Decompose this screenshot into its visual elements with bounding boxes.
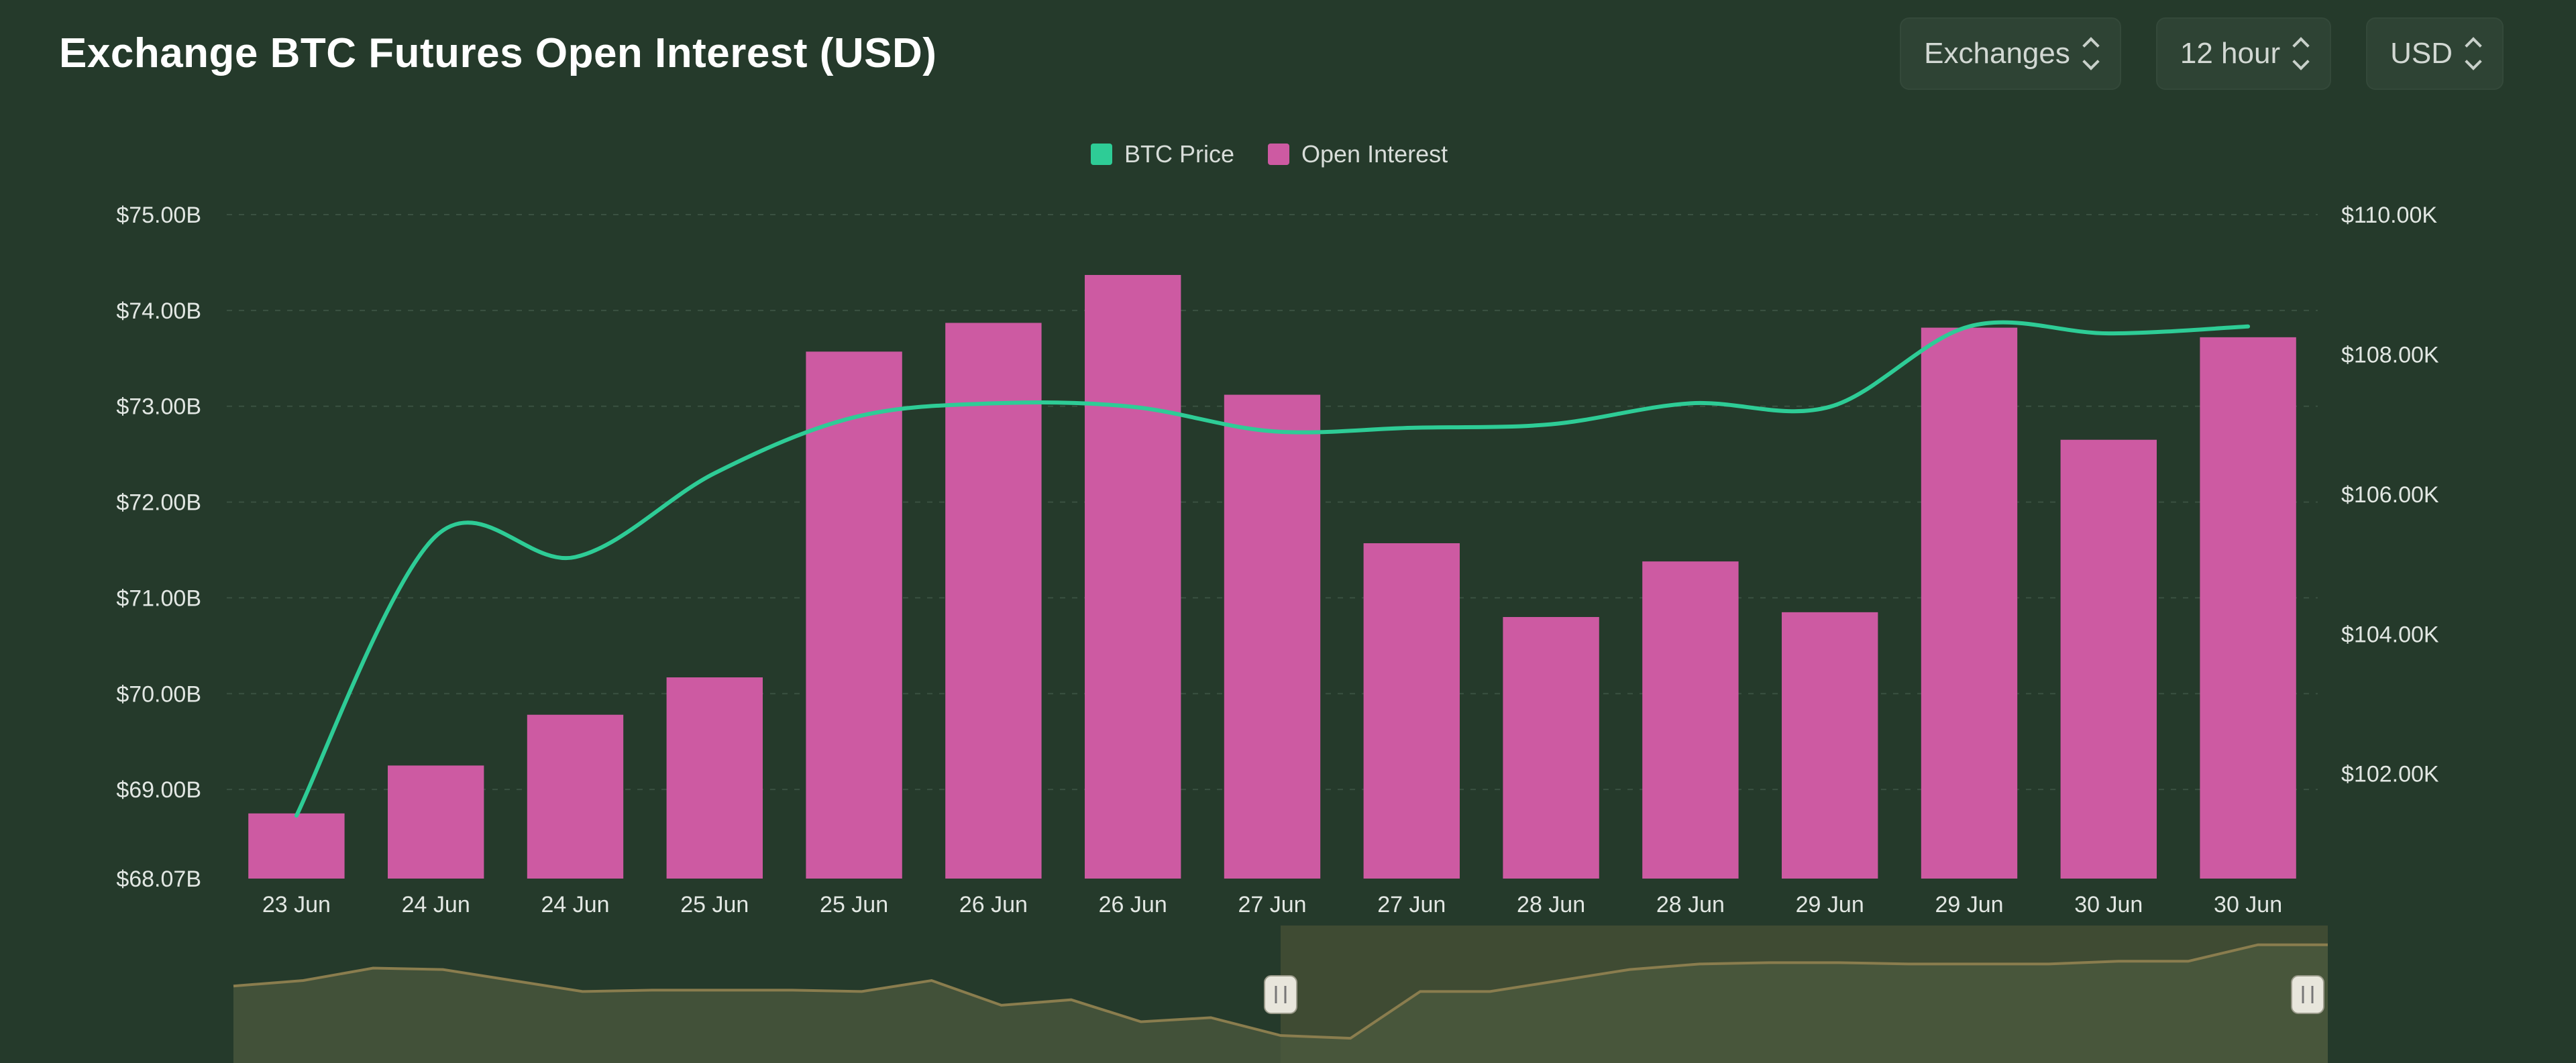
open-interest-bar[interactable] xyxy=(1224,394,1321,879)
x-axis-tick: 27 Jun xyxy=(1377,892,1446,917)
legend-swatch-btc-price xyxy=(1091,144,1112,165)
open-interest-bars xyxy=(248,275,2296,879)
legend-item-btc-price[interactable]: BTC Price xyxy=(1091,140,1234,168)
open-interest-bar[interactable] xyxy=(248,813,345,879)
right-axis-tick: $110.00K xyxy=(2341,203,2437,228)
exchanges-select-label: Exchanges xyxy=(1924,37,2070,70)
right-axis: $110.00K $108.00K $106.00K $104.00K $102.00K xyxy=(2341,203,2439,787)
currency-select-label: USD xyxy=(2390,37,2453,70)
x-axis-tick: 27 Jun xyxy=(1238,892,1306,917)
left-axis: $75.00B $74.00B $73.00B $72.00B $71.00B $70.0… xyxy=(116,203,201,892)
x-axis-tick: 28 Jun xyxy=(1656,892,1725,917)
legend-label-open-interest: Open Interest xyxy=(1301,140,1448,168)
legend-label-btc-price: BTC Price xyxy=(1124,140,1234,168)
right-axis-tick: $104.00K xyxy=(2341,622,2439,647)
x-axis-tick: 29 Jun xyxy=(1796,892,1864,917)
x-axis-tick: 26 Jun xyxy=(959,892,1028,917)
legend-swatch-open-interest xyxy=(1268,144,1289,165)
open-interest-bar[interactable] xyxy=(2060,439,2157,879)
x-axis-tick: 25 Jun xyxy=(820,892,888,917)
btc-price-line xyxy=(294,320,2251,818)
right-axis-tick: $108.00K xyxy=(2341,342,2439,368)
open-interest-bar[interactable] xyxy=(527,714,624,879)
open-interest-bar[interactable] xyxy=(1085,275,1181,879)
right-axis-tick: $102.00K xyxy=(2341,762,2439,787)
open-interest-bar[interactable] xyxy=(666,677,763,879)
x-axis-tick: 30 Jun xyxy=(2214,892,2282,917)
navigator-handle[interactable] xyxy=(1264,975,1297,1014)
x-axis-tick: 28 Jun xyxy=(1517,892,1585,917)
open-interest-bar[interactable] xyxy=(388,765,484,879)
navigator-line xyxy=(233,943,2328,1040)
left-axis-tick: $69.00B xyxy=(116,777,201,803)
left-axis-tick: $75.00B xyxy=(116,203,201,228)
open-interest-bar[interactable] xyxy=(1782,612,1878,879)
legend-item-open-interest[interactable]: Open Interest xyxy=(1268,140,1448,168)
open-interest-bar[interactable] xyxy=(1503,617,1599,879)
open-interest-bar[interactable] xyxy=(806,351,902,879)
open-interest-bar[interactable] xyxy=(1642,561,1739,879)
x-axis-tick: 23 Jun xyxy=(262,892,331,917)
left-axis-tick: $74.00B xyxy=(116,298,201,324)
interval-select[interactable]: 12 hour xyxy=(2155,17,2332,90)
interval-select-label: 12 hour xyxy=(2180,37,2281,70)
chart-controls: Exchanges 12 hour USD xyxy=(1900,17,2504,90)
left-axis-tick: $73.00B xyxy=(116,394,201,420)
open-interest-bar[interactable] xyxy=(945,323,1042,879)
right-axis-tick: $106.00K xyxy=(2341,482,2439,508)
left-axis-tick: $70.00B xyxy=(116,681,201,707)
open-interest-bar[interactable] xyxy=(1921,327,2018,879)
open-interest-bar[interactable] xyxy=(2200,337,2296,879)
x-axis-tick: 24 Jun xyxy=(402,892,470,917)
open-interest-bar[interactable] xyxy=(1363,543,1460,879)
left-axis-tick: $68.07B xyxy=(116,866,201,892)
x-axis-tick: 29 Jun xyxy=(1935,892,2003,917)
navigator-handle[interactable] xyxy=(2291,975,2324,1014)
currency-select[interactable]: USD xyxy=(2366,17,2504,90)
x-axis-tick: 26 Jun xyxy=(1099,892,1167,917)
chart-legend: BTC Price Open Interest xyxy=(1091,140,1448,168)
navigator-area xyxy=(233,944,2328,1063)
left-axis-tick: $71.00B xyxy=(116,585,201,611)
x-axis: 23 Jun 24 Jun 24 Jun 25 Jun 25 Jun 26 Jun 26 J… xyxy=(262,892,2282,917)
range-navigator[interactable] xyxy=(233,926,2328,1063)
chart-title: Exchange BTC Futures Open Interest (USD) xyxy=(59,30,937,76)
x-axis-tick: 25 Jun xyxy=(680,892,749,917)
x-axis-tick: 24 Jun xyxy=(541,892,609,917)
x-axis-tick: 30 Jun xyxy=(2074,892,2143,917)
left-axis-tick: $72.00B xyxy=(116,490,201,516)
exchanges-select[interactable]: Exchanges xyxy=(1900,17,2121,90)
